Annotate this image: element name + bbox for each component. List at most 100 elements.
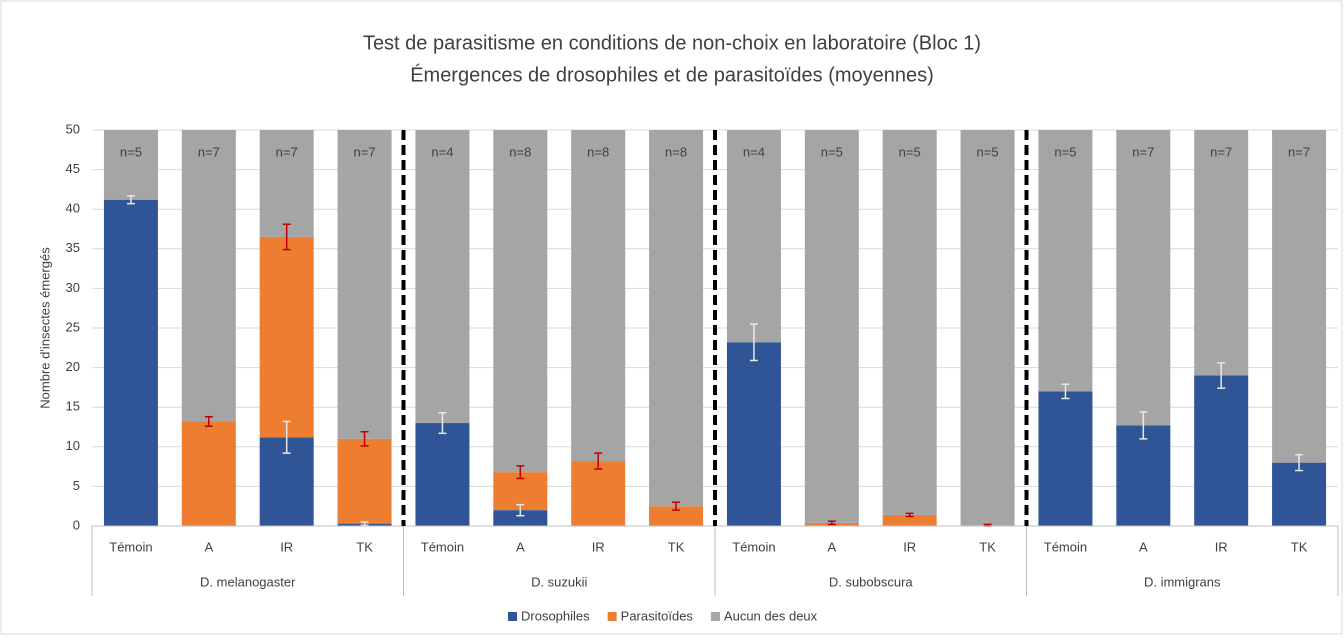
bar-segment <box>415 130 470 424</box>
error-bar <box>905 512 914 518</box>
bar-annotation: n=7 <box>276 144 298 159</box>
bar-segment <box>337 130 392 439</box>
error-bar <box>282 223 291 251</box>
bar-annotation: n=5 <box>977 144 999 159</box>
group-label: D. subobscura <box>829 574 914 589</box>
y-axis-label: Nombre d'insectes émergés <box>37 247 52 409</box>
bar-segment <box>571 461 626 526</box>
y-tick-label: 20 <box>66 359 80 374</box>
bar-annotation: n=8 <box>587 144 609 159</box>
bar-segment <box>1116 425 1171 526</box>
error-bar <box>438 411 447 435</box>
group-label: D. immigrans <box>1144 574 1221 589</box>
bar-annotation: n=7 <box>354 144 376 159</box>
y-tick-label: 10 <box>66 438 80 453</box>
bar-segment <box>960 130 1015 526</box>
bar-segment <box>1116 130 1171 426</box>
x-tick-label: TK <box>979 539 996 554</box>
x-tick-label: A <box>516 539 525 554</box>
legend-swatch <box>607 612 617 621</box>
bar-annotation: n=7 <box>1288 144 1310 159</box>
bar-segment <box>1038 391 1093 526</box>
error-bar <box>360 431 369 447</box>
bar-annotation: n=8 <box>665 144 687 159</box>
bar-annotation: n=5 <box>120 144 142 159</box>
group-label: D. suzukii <box>531 574 587 589</box>
x-tick-label: A <box>827 539 836 554</box>
legend-label: Aucun des deux <box>724 608 818 623</box>
legend-label: Parasitoïdes <box>621 608 694 623</box>
x-tick-label: IR <box>280 539 293 554</box>
error-bar <box>1139 411 1148 440</box>
error-bar <box>594 452 603 470</box>
bar-annotation: n=7 <box>1210 144 1232 159</box>
error-bar <box>1061 383 1070 400</box>
y-tick-label: 50 <box>66 121 80 136</box>
bar-annotation: n=8 <box>509 144 531 159</box>
bar-segment <box>103 130 158 200</box>
y-tick-label: 0 <box>73 517 80 532</box>
bar-segment <box>726 342 781 526</box>
x-tick-label: Témoin <box>1044 539 1087 554</box>
bar-annotation: n=4 <box>743 144 765 159</box>
bar-annotation: n=5 <box>899 144 921 159</box>
bar-segment <box>181 130 236 422</box>
error-bar <box>360 521 369 526</box>
x-tick-label: TK <box>1291 539 1308 554</box>
bar-segment <box>1272 462 1327 526</box>
error-bar <box>516 465 525 480</box>
x-tick-label: Témoin <box>732 539 775 554</box>
y-tick-label: 40 <box>66 201 80 216</box>
error-bar <box>204 415 213 427</box>
y-tick-label: 35 <box>66 240 80 255</box>
x-tick-label: A <box>204 539 213 554</box>
bar-segment <box>1194 375 1249 526</box>
bar-segment <box>1272 130 1327 463</box>
legend-swatch <box>710 612 720 621</box>
bar-segment <box>493 510 548 526</box>
y-tick-label: 15 <box>66 399 80 414</box>
bar-segment <box>181 421 236 526</box>
legend-label: Drosophiles <box>521 608 590 623</box>
bar-annotation: n=4 <box>431 144 453 159</box>
bar-segment <box>882 514 937 526</box>
y-tick-label: 5 <box>73 478 80 493</box>
chart-title: Test de parasitisme en conditions de non… <box>363 32 981 54</box>
error-bar <box>126 194 135 205</box>
bar-segment <box>259 236 314 438</box>
bar-segment <box>103 199 158 527</box>
bar-segment <box>649 506 704 526</box>
error-bar <box>516 503 525 517</box>
error-bar <box>672 501 681 511</box>
bar-segment <box>1038 130 1093 392</box>
x-tick-label: IR <box>903 539 916 554</box>
bar-annotation: n=5 <box>821 144 843 159</box>
x-tick-label: IR <box>592 539 605 554</box>
y-tick-label: 45 <box>66 161 80 176</box>
error-bar <box>827 520 836 526</box>
x-tick-label: TK <box>668 539 685 554</box>
bar-segment <box>1194 130 1249 376</box>
bar-segment <box>649 130 704 507</box>
error-bar <box>282 420 291 454</box>
x-tick-label: Témoin <box>109 539 152 554</box>
error-bar <box>749 323 758 362</box>
bar-segment <box>571 130 626 462</box>
x-tick-label: TK <box>356 539 373 554</box>
bar-segment <box>493 130 548 473</box>
x-tick-label: IR <box>1215 539 1228 554</box>
error-bar <box>1217 362 1226 389</box>
bar-segment <box>415 423 470 526</box>
bar-segment <box>337 438 392 524</box>
group-label: D. melanogaster <box>200 574 296 589</box>
x-tick-label: A <box>1139 539 1148 554</box>
bar-annotation: n=7 <box>198 144 220 159</box>
error-bar <box>1295 453 1304 472</box>
bar-annotation: n=5 <box>1054 144 1076 159</box>
bar-annotation: n=7 <box>1132 144 1154 159</box>
bar-segment <box>882 130 937 515</box>
bar-segment <box>726 130 781 343</box>
bar-segment <box>259 130 314 237</box>
x-tick-label: Témoin <box>421 539 464 554</box>
